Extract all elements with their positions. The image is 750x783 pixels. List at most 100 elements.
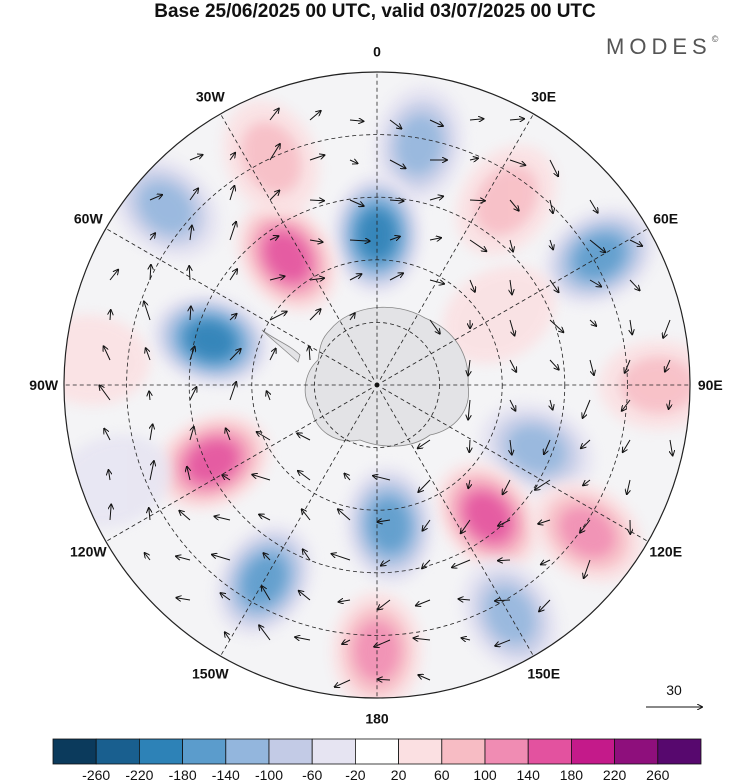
longitude-line [105,387,372,542]
anomaly-cell [455,144,557,256]
colorbar-tick-label: -180 [169,767,197,783]
wind-vector [189,387,197,401]
longitude-label: 120W [70,544,107,560]
wind-vector [549,159,558,176]
anomaly-cell [373,84,465,205]
wind-vector [225,632,231,641]
wind-vector [461,519,471,533]
longitude-line [220,113,375,380]
latitude-circle [126,134,628,636]
longitude-label: 0 [373,44,381,60]
wind-vector [187,467,190,481]
wind-vector [622,399,631,411]
colorbar-swatch [614,738,659,765]
wind-vector [149,195,162,201]
longitude-label: 180 [365,710,389,726]
wind-vector [589,239,605,252]
wind-vector [179,511,191,521]
wind-vector [263,553,271,561]
latitude-circle [188,196,566,574]
longitude-label: 30W [196,88,226,104]
wind-vector [149,508,150,521]
wind-vector [189,347,195,361]
colorbar-swatch [657,738,702,765]
colorbar-tick-label: 20 [391,767,407,783]
colorbar-swatch [398,738,443,765]
wind-vector [538,520,551,524]
wind-vector [104,429,111,441]
wind-vector [262,586,271,601]
wind-vector [332,554,351,561]
wind-vector [222,475,231,481]
wind-vector [541,560,551,564]
wind-vector [581,439,591,448]
wind-vector [299,591,311,601]
wind-vector [630,319,632,334]
wind-vector [229,349,241,361]
anomaly-cell [154,413,271,510]
wind-vector [549,279,559,292]
wind-vector [418,439,431,448]
wind-vector [349,120,363,121]
wind-vector [269,276,285,281]
wind-vector [342,640,351,644]
reference-vector-label: 30 [666,682,682,698]
longitude-label: 120E [649,544,682,560]
colorbar-swatch [354,738,399,765]
wind-vector [110,505,111,521]
colorbar-swatch [484,738,529,765]
wind-vector [509,159,525,165]
wind-vector [389,273,403,281]
wind-vector [389,237,400,241]
wind-vector [176,556,191,560]
anomaly-cell [151,294,270,387]
wind-vector [625,359,631,373]
wind-vector [583,399,591,418]
colorbar-tick-label: 180 [560,767,584,783]
wind-vector [663,319,671,338]
wind-vector [335,679,351,687]
longitude-line [105,228,372,383]
wind-vector [212,555,231,561]
wind-vector [629,239,642,246]
wind-vector [498,560,511,561]
wind-vector [339,600,351,602]
wind-vector [452,559,471,567]
wind-vector [589,199,598,213]
wind-vector [629,279,640,290]
wind-vector [109,470,111,481]
wind-vector [378,520,391,522]
wind-vector [269,191,279,201]
wind-vector [349,199,364,206]
wind-vector [583,479,591,485]
longitude-line [379,390,534,657]
colorbar-swatch [311,738,356,765]
colorbar-tick-label: -100 [255,767,283,783]
wind-vector [423,519,431,531]
colorbar-tick-label: -220 [125,767,153,783]
colorbar-swatch [95,738,140,765]
graticule [64,72,690,698]
wind-vector [589,279,601,287]
colorbar-tick-label: 100 [473,767,497,783]
wind-vector [469,439,470,452]
longitude-line [220,390,375,657]
colorbar-tick-label: -140 [212,767,240,783]
wind-vector [309,200,324,201]
wind-vector [149,461,154,481]
colorbar-tick-label: 60 [434,767,450,783]
wind-vector [462,638,471,640]
wind-vector [378,599,391,610]
wind-vector [665,359,671,372]
wind-vector [269,109,279,121]
longitude-label: 60E [653,210,678,226]
wind-vector [295,637,311,640]
wind-vector [146,348,151,361]
wind-vector [509,319,515,336]
longitude-line [382,228,649,383]
wind-vector [669,399,670,409]
wind-vector [510,279,512,294]
wind-vector [429,196,443,200]
wind-vector [429,119,443,126]
logo-mark: © [711,34,719,44]
